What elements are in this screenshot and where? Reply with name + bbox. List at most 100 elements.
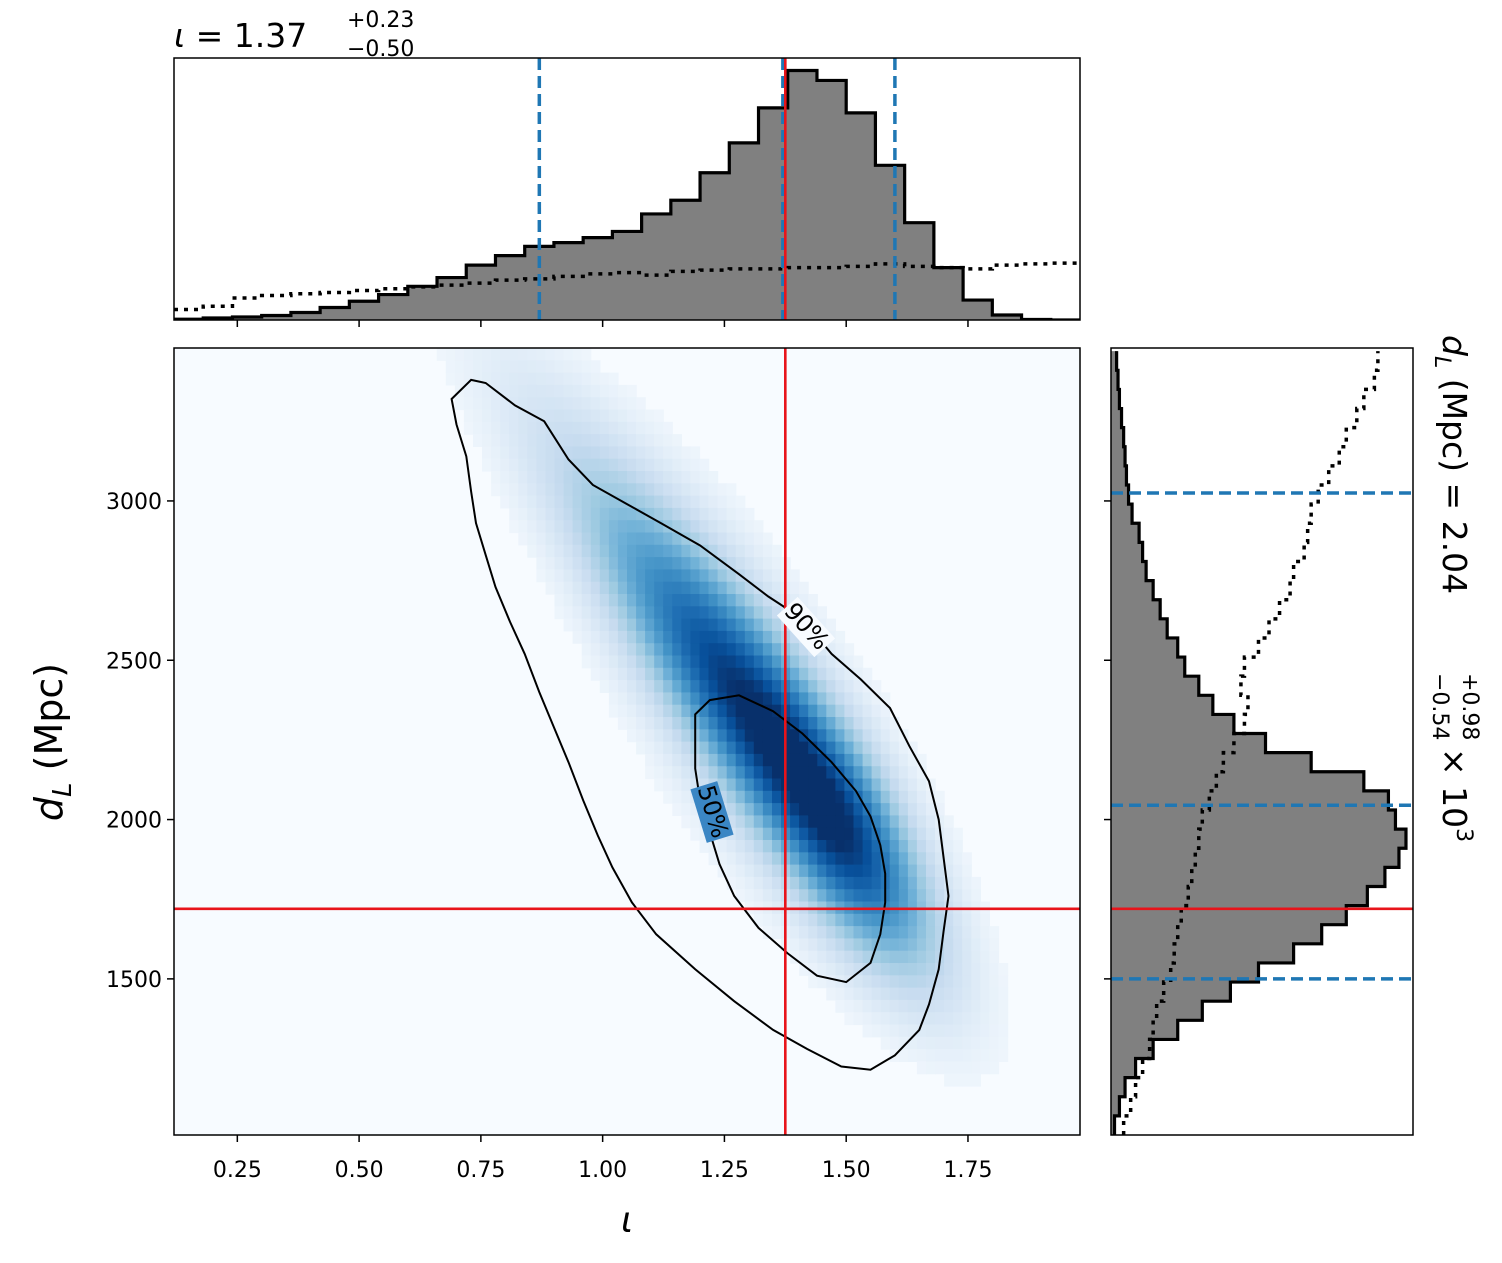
density-cell: [717, 606, 728, 620]
density-cell: [681, 680, 692, 693]
density-cell: [835, 987, 846, 1001]
density-cell: [645, 507, 655, 521]
density-cell: [672, 495, 682, 509]
density-cell: [663, 692, 673, 706]
density-cell: [699, 741, 710, 755]
density-cell: [690, 458, 701, 472]
density-cell: [772, 753, 782, 767]
density-cell: [500, 360, 510, 374]
density-cell: [690, 532, 701, 546]
density-cell: [717, 594, 728, 607]
density-cell: [790, 680, 800, 693]
density-cell: [590, 569, 601, 583]
density-cell: [862, 692, 873, 706]
density-cell: [518, 507, 528, 521]
density-cell: [717, 766, 728, 780]
density-cell: [799, 680, 809, 693]
density-cell: [762, 643, 773, 657]
density-cell: [690, 581, 701, 595]
x-tick-label-2: 0.75: [456, 1158, 505, 1183]
density-cell: [762, 913, 773, 927]
density-cell: [663, 544, 673, 558]
density-cell: [627, 532, 637, 546]
density-cell: [482, 421, 492, 435]
density-cell: [599, 397, 610, 411]
density-cell: [463, 384, 474, 398]
density-cell: [907, 840, 918, 853]
density-cell: [753, 815, 764, 829]
density-cell: [735, 520, 746, 534]
density-cell: [862, 704, 873, 718]
density-cell: [735, 753, 746, 767]
density-cell: [844, 852, 855, 866]
density-cell: [608, 458, 619, 472]
density-cell: [708, 655, 719, 669]
density-cell: [916, 1036, 927, 1050]
density-cell: [871, 778, 882, 792]
density-cell: [835, 667, 846, 681]
density-cell: [654, 434, 664, 447]
density-cell: [916, 999, 927, 1013]
density-cell: [717, 507, 728, 521]
density-cell: [753, 606, 764, 620]
density-cell: [636, 409, 646, 423]
density-cell: [672, 778, 682, 792]
density-cell: [916, 766, 927, 780]
main-2d-panel: 90% 50% 0.25 0.50 0.75 1.00 1.25 1.50 1.75 150…: [106, 347, 1081, 1183]
density-cell: [554, 397, 565, 411]
density-cell: [844, 741, 855, 755]
density-cell: [744, 717, 755, 730]
density-cell: [762, 717, 773, 730]
density-cell: [654, 704, 664, 718]
density-cell: [572, 434, 583, 447]
density-cell: [590, 384, 601, 398]
density-cell: [699, 495, 710, 509]
density-cell: [790, 815, 800, 829]
density-cell: [889, 876, 900, 890]
density-cell: [799, 581, 809, 595]
density-cell: [753, 717, 764, 730]
density-cell: [735, 606, 746, 620]
density-cell: [944, 987, 954, 1001]
density-cell: [590, 495, 601, 509]
density-cell: [518, 384, 528, 398]
density-cell: [871, 926, 882, 939]
density-cell: [590, 655, 601, 669]
density-cell: [663, 581, 673, 595]
density-cell: [844, 655, 855, 669]
density-cell: [808, 938, 818, 952]
density-cell: [799, 741, 809, 755]
density-cell: [726, 483, 737, 497]
density-cell: [962, 913, 972, 927]
main-panel-frame: [173, 347, 1081, 1136]
density-cell: [708, 544, 719, 558]
density-cell: [953, 938, 963, 952]
density-cell: [690, 655, 701, 669]
density-cell: [817, 717, 827, 730]
density-cell: [971, 1073, 981, 1087]
density-cell: [617, 680, 628, 693]
density-cell: [853, 741, 864, 755]
density-cell: [599, 643, 610, 657]
density-cell: [762, 581, 773, 595]
density-cell: [663, 618, 673, 632]
density-cell: [627, 384, 637, 398]
density-cell: [699, 594, 710, 607]
density-cell: [735, 803, 746, 816]
density-cell: [681, 594, 692, 607]
density-cell: [636, 557, 646, 570]
density-cell: [518, 360, 528, 374]
density-cell: [617, 507, 628, 521]
density-cell: [817, 692, 827, 706]
density-cell: [889, 717, 900, 730]
density-cell: [772, 630, 782, 644]
density-cell: [962, 1073, 972, 1087]
density-cell: [500, 409, 510, 423]
density-cell: [672, 434, 682, 447]
density-cell: [663, 446, 673, 460]
density-cell: [726, 557, 737, 570]
density-cell: [527, 520, 537, 534]
density-cell: [772, 655, 782, 669]
density-cell: [527, 544, 537, 558]
density-cell: [454, 360, 465, 374]
